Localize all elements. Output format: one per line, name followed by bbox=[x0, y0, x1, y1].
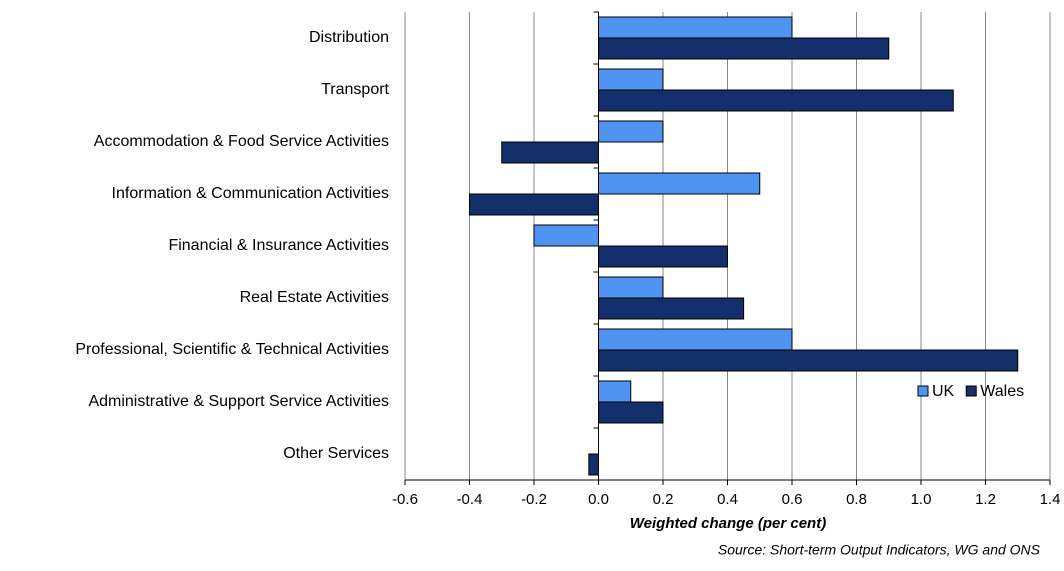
x-tick-label: -0.6 bbox=[392, 491, 418, 508]
x-tick-label: 1.0 bbox=[911, 491, 932, 508]
bar bbox=[598, 89, 954, 112]
y-tick-label: Information & Communication Activities bbox=[112, 185, 389, 202]
legend-swatch bbox=[917, 385, 929, 397]
bar bbox=[598, 68, 664, 91]
bar bbox=[588, 453, 600, 476]
bar bbox=[598, 401, 664, 424]
x-tick-label: -0.4 bbox=[457, 491, 483, 508]
bar bbox=[598, 328, 793, 351]
bar bbox=[598, 276, 664, 299]
x-tick-label: 1.4 bbox=[1040, 491, 1061, 508]
y-tick-label: Distribution bbox=[309, 29, 389, 46]
bar bbox=[501, 141, 599, 164]
x-tick-label: 0.4 bbox=[717, 491, 738, 508]
bar bbox=[469, 193, 599, 216]
x-tick-label: 0.8 bbox=[846, 491, 867, 508]
bar bbox=[533, 224, 599, 247]
y-tick-label: Financial & Insurance Activities bbox=[168, 237, 389, 254]
x-tick-label: 0.2 bbox=[653, 491, 674, 508]
y-tick-label: Real Estate Activities bbox=[240, 289, 389, 306]
source-note: Source: Short-term Output Indicators, WG… bbox=[718, 542, 1041, 558]
legend-swatch bbox=[965, 385, 977, 397]
bar bbox=[598, 120, 664, 143]
x-tick-label: 1.2 bbox=[975, 491, 996, 508]
bar bbox=[598, 380, 632, 403]
bar bbox=[598, 172, 761, 195]
y-tick-label: Administrative & Support Service Activit… bbox=[88, 393, 389, 410]
y-tick-label: Transport bbox=[321, 81, 389, 98]
legend-label: Wales bbox=[980, 383, 1024, 400]
legend-label: UK bbox=[932, 383, 955, 400]
x-tick-label: 0.0 bbox=[588, 491, 609, 508]
bar bbox=[598, 16, 793, 39]
x-tick-label: -0.2 bbox=[521, 491, 547, 508]
y-tick-label: Professional, Scientific & Technical Act… bbox=[75, 341, 389, 358]
bar bbox=[598, 297, 745, 320]
bar bbox=[598, 37, 890, 60]
y-tick-label: Accommodation & Food Service Activities bbox=[94, 133, 389, 150]
bar bbox=[598, 245, 728, 268]
bar bbox=[598, 349, 1019, 372]
y-tick-label: Other Services bbox=[283, 445, 389, 462]
x-tick-label: 0.6 bbox=[782, 491, 803, 508]
x-axis-label: Weighted change (per cent) bbox=[630, 515, 826, 532]
